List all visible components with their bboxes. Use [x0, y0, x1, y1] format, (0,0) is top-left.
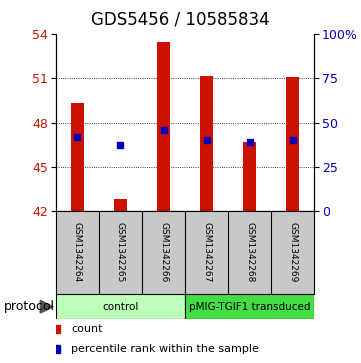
- Bar: [157, 42, 170, 211]
- Text: percentile rank within the sample: percentile rank within the sample: [71, 344, 259, 354]
- Text: protocol: protocol: [4, 300, 55, 313]
- Bar: [243, 142, 256, 211]
- Polygon shape: [40, 301, 53, 313]
- Text: GSM1342264: GSM1342264: [73, 222, 82, 282]
- Text: control: control: [102, 302, 139, 312]
- Bar: [71, 103, 84, 211]
- Text: GSM1342269: GSM1342269: [288, 222, 297, 282]
- Text: pMIG-TGIF1 transduced: pMIG-TGIF1 transduced: [189, 302, 310, 312]
- Bar: [200, 76, 213, 211]
- Text: GDS5456 / 10585834: GDS5456 / 10585834: [91, 11, 270, 29]
- Bar: [56, 294, 185, 319]
- Bar: [286, 77, 299, 211]
- Bar: [185, 294, 314, 319]
- Text: GSM1342268: GSM1342268: [245, 222, 254, 282]
- Text: GSM1342265: GSM1342265: [116, 222, 125, 282]
- Text: GSM1342266: GSM1342266: [159, 222, 168, 282]
- Text: count: count: [71, 325, 103, 334]
- Text: GSM1342267: GSM1342267: [202, 222, 211, 282]
- Bar: [114, 199, 127, 211]
